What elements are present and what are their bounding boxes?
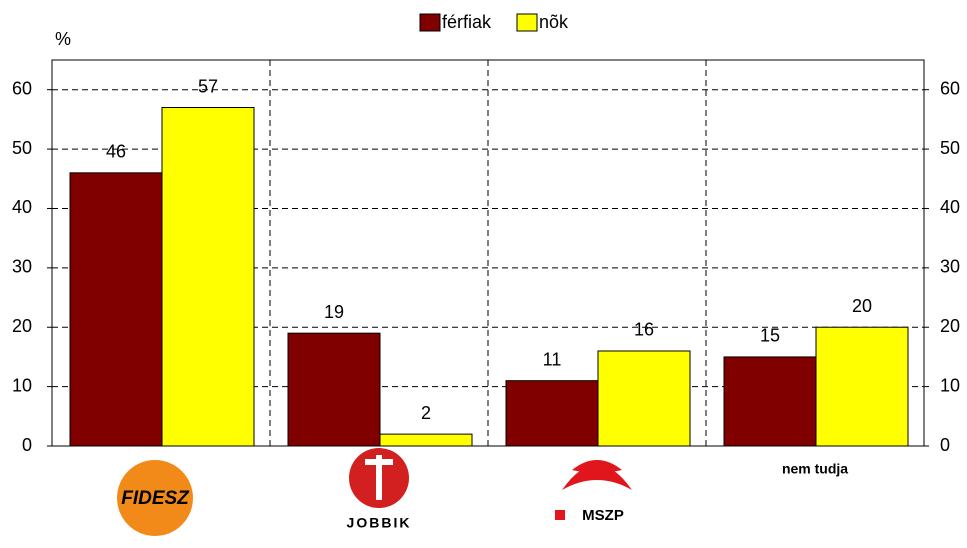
value-label: 15 [760, 326, 780, 346]
y-tick-label: 60 [12, 78, 32, 98]
bar [69, 172, 163, 447]
y2-tick-label: 60 [940, 78, 960, 98]
value-label: 2 [421, 403, 431, 423]
logo-box [555, 510, 565, 520]
value-label: 16 [634, 320, 654, 340]
logo [117, 460, 193, 536]
y2-tick-label: 10 [940, 375, 960, 395]
y-tick-label: 0 [22, 435, 32, 455]
y-tick-label: 10 [12, 375, 32, 395]
plot-border [51, 59, 925, 447]
y-tick-label: 50 [12, 138, 32, 158]
y2-tick-label: 20 [940, 316, 960, 336]
bar [723, 356, 817, 447]
bar [161, 107, 255, 447]
legend-swatch [516, 13, 538, 32]
logo-mark [365, 455, 393, 500]
value-label: 20 [852, 296, 872, 316]
bar [815, 326, 909, 447]
bar [505, 380, 599, 447]
bar [379, 433, 473, 447]
y-axis-label: % [55, 29, 71, 49]
logo [562, 460, 632, 490]
value-label: 46 [106, 142, 126, 162]
y2-tick-label: 30 [940, 257, 960, 277]
y2-tick-label: 50 [940, 138, 960, 158]
y-tick-label: 20 [12, 316, 32, 336]
legend-swatch [419, 13, 441, 32]
y2-tick-label: 40 [940, 197, 960, 217]
y2-tick-label: 0 [940, 435, 950, 455]
value-label: 11 [543, 349, 562, 369]
x-tick-label: nem tudja [782, 461, 848, 477]
value-label: 57 [198, 76, 218, 96]
y-tick-label: 40 [12, 197, 32, 217]
x-tick-label: FIDESZ [121, 488, 190, 509]
bar [287, 332, 381, 447]
legend-label: férfiak [442, 12, 492, 32]
bar [597, 350, 691, 447]
value-label: 19 [324, 302, 344, 322]
x-tick-label: MSZP [582, 507, 624, 524]
legend-label: nõk [539, 12, 569, 32]
y-tick-label: 30 [12, 257, 32, 277]
x-tick-label: JOBBIK [347, 515, 412, 531]
